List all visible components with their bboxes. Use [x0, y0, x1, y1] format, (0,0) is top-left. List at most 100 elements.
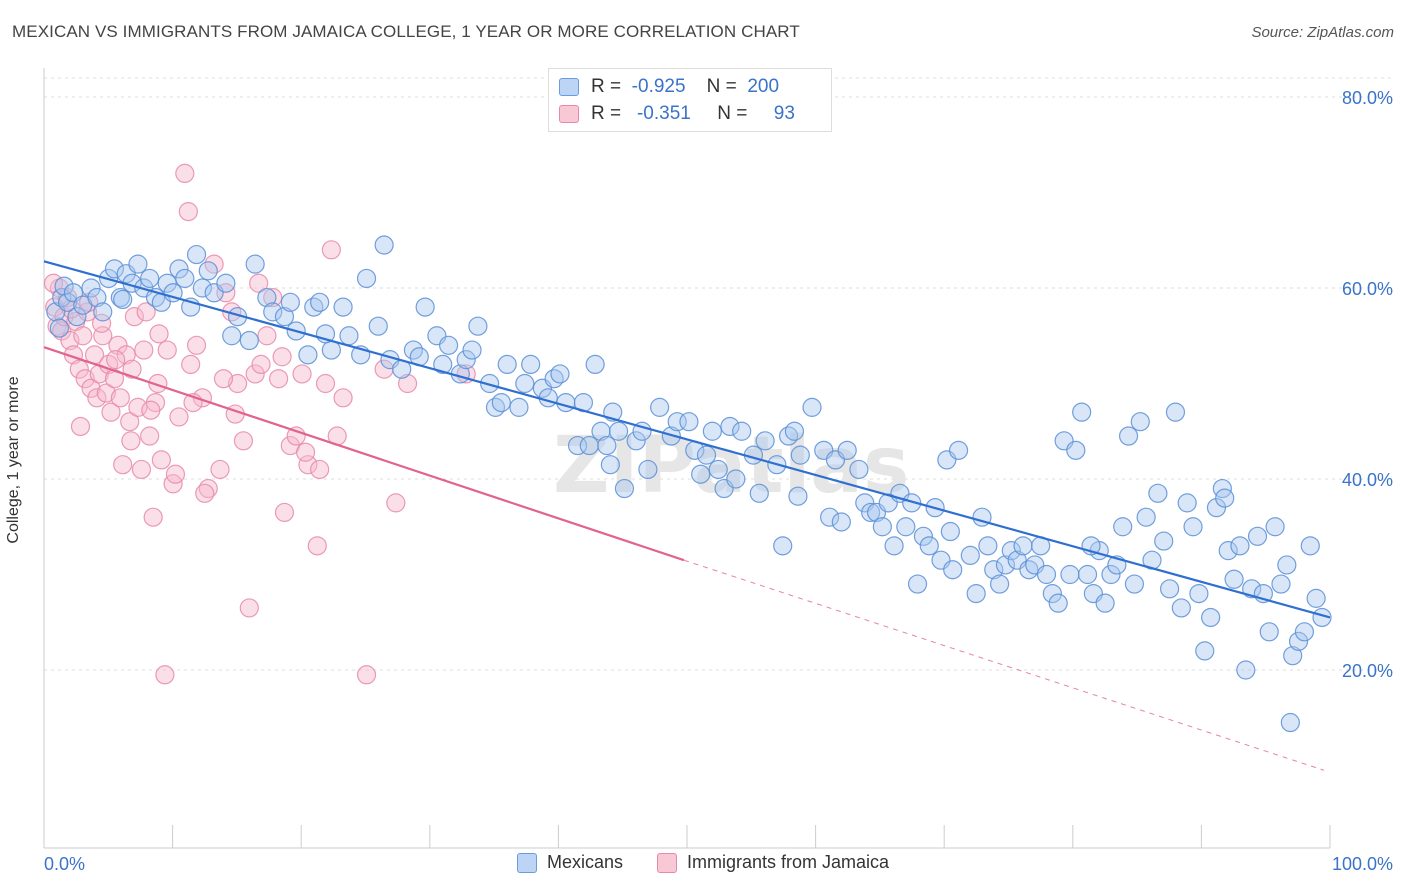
mexican-point [157, 273, 177, 293]
jamaica-point [386, 493, 406, 513]
jamaica-point [298, 455, 318, 475]
mexican-point [1265, 517, 1285, 537]
mexican-point [1280, 712, 1300, 733]
mexican-point [919, 536, 939, 556]
mexican-point [339, 326, 359, 346]
jamaica-point [120, 412, 140, 432]
y-tick-label: 80.0% [1342, 88, 1393, 108]
mexican-point [720, 416, 740, 437]
jamaica-point [178, 202, 198, 222]
mexican-point [1201, 607, 1221, 628]
jamaica-point [245, 364, 265, 384]
jamaica-point [257, 326, 277, 346]
mexican-point [1242, 579, 1262, 599]
jamaica-point [269, 369, 289, 389]
mexican-point [222, 326, 242, 346]
jamaica-point [121, 431, 141, 451]
mexican-point [1136, 507, 1156, 527]
mexican-point [87, 287, 107, 308]
legend-n-label: N = [706, 76, 737, 97]
mexican-point [1195, 641, 1215, 661]
mexican-point [1118, 426, 1139, 446]
mexican-point [913, 526, 934, 546]
jamaica-point [239, 598, 259, 618]
mexican-point [128, 254, 148, 274]
jamaica-point [249, 273, 269, 293]
mexican-point [104, 259, 125, 279]
mexican-point [538, 388, 558, 408]
mexican-point [820, 507, 840, 527]
mexican-point [374, 235, 394, 255]
jamaica-point [186, 335, 207, 355]
jamaica-point [106, 350, 126, 370]
series-legend-mexicans[interactable]: Mexicans [516, 852, 623, 873]
mexican-point [113, 289, 133, 310]
mexican-point [1230, 536, 1250, 556]
jamaica-point [143, 507, 163, 527]
mexican-point [1101, 564, 1121, 585]
mexican-point [175, 268, 195, 289]
jamaica-point [251, 354, 271, 374]
mexican-point [67, 307, 87, 327]
mexican-point [274, 307, 295, 327]
jamaica-point [274, 502, 295, 523]
mexican-point [784, 421, 805, 441]
jamaica-point [333, 388, 353, 408]
mexican-point [726, 469, 746, 489]
mexican-point [1277, 555, 1297, 575]
jamaica-point [124, 307, 145, 327]
mexican-point [298, 345, 318, 365]
mexican-point [1294, 622, 1315, 642]
mexican-point [192, 278, 213, 298]
mexican-point [1154, 531, 1174, 551]
jamaica-point [195, 483, 215, 503]
mexican-point [491, 393, 511, 413]
trend-lines [43, 260, 1331, 771]
jamaica-point [157, 340, 177, 360]
mexican-point [480, 373, 500, 394]
mexican-point [1001, 541, 1021, 561]
mexican-point [310, 292, 330, 312]
mexican-point [650, 397, 670, 417]
mexican-point [732, 421, 752, 441]
mexican-point [696, 445, 717, 465]
mexican-point [57, 292, 78, 312]
mexican-point [788, 486, 808, 506]
mexican-point [1048, 593, 1068, 613]
mexican-point [614, 478, 635, 499]
mexican-point [1177, 493, 1197, 513]
jamaica-point [151, 450, 171, 470]
mexican-point [1271, 574, 1291, 594]
mexican-point [837, 440, 857, 460]
mexican-point [679, 412, 699, 432]
mexican-point [550, 364, 570, 384]
mexican-point [608, 421, 629, 441]
mexican-point [907, 574, 928, 594]
legend-r-value-jamaica: -0.351 [636, 103, 691, 124]
mexican-point [140, 268, 160, 289]
jamaica-point [73, 326, 93, 346]
mexican-point [521, 354, 541, 374]
mexican-point [1124, 574, 1145, 594]
mexican-point [198, 261, 218, 281]
mexican-point [585, 354, 605, 374]
mexican-point [831, 512, 851, 532]
jamaica-point [310, 459, 330, 480]
mexican-point [966, 583, 986, 604]
mexicans-trend-line [43, 260, 1331, 619]
mexican-point [245, 254, 265, 274]
mexican-point [960, 545, 980, 566]
mexican-point [1095, 593, 1115, 613]
mexican-point [755, 431, 775, 451]
jamaica-point [113, 455, 133, 475]
jamaica-point [263, 287, 283, 308]
series-swatch-jamaica [656, 852, 677, 873]
mexican-point [1072, 402, 1092, 422]
mexican-point [1306, 588, 1326, 608]
mexican-point [579, 435, 599, 456]
mexican-point [978, 536, 998, 556]
mexican-point [438, 335, 459, 355]
mexican-point [280, 292, 300, 312]
mexican-point [802, 397, 822, 417]
series-legend-jamaica[interactable]: Immigrants from Jamaica [656, 852, 889, 873]
